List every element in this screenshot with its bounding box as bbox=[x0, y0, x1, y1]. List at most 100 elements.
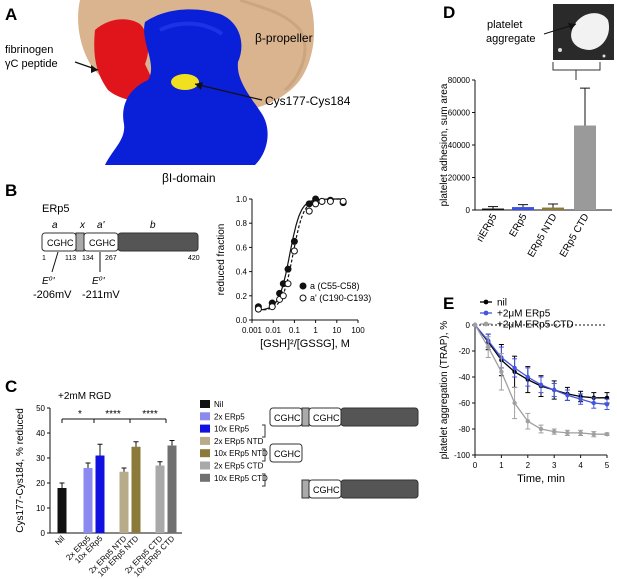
construct-full-cghc1: CGHC bbox=[274, 413, 301, 423]
construct-ctd-b bbox=[340, 479, 419, 499]
inset-bracket bbox=[552, 62, 601, 71]
d-x-tick-label: ERp5 CTD bbox=[558, 212, 592, 259]
b-x-tick-label: 0.01 bbox=[265, 326, 281, 335]
b-fit-a-prime bbox=[258, 198, 346, 311]
c-y-tick-label: 40 bbox=[36, 429, 45, 438]
e-point bbox=[499, 369, 504, 374]
d-x-tick-label: riERp5 bbox=[475, 212, 500, 244]
construct-full-x bbox=[301, 407, 310, 427]
c-legend-swatch bbox=[200, 400, 210, 408]
e-legend-marker bbox=[483, 321, 489, 327]
pos-267: 267 bbox=[105, 255, 117, 262]
d-x-tick-label: ERp5 bbox=[508, 212, 530, 240]
e-x-tick-label: 4 bbox=[578, 461, 583, 470]
e2-value: -211mV bbox=[82, 289, 120, 301]
fibrinogen-label-2: γC peptide bbox=[5, 58, 58, 70]
construct-ctd-x bbox=[301, 479, 310, 499]
inset-label-1: platelet bbox=[487, 19, 522, 31]
c-sig-label: **** bbox=[142, 409, 158, 420]
e-point bbox=[512, 365, 517, 371]
construct-schematics: CGHC CGHC CGHC CGHC bbox=[269, 407, 419, 499]
c-x-tick-label: Nil bbox=[53, 534, 66, 547]
erp5-title: ERp5 bbox=[42, 203, 70, 215]
b-legend-label: a' (C190-C193) bbox=[310, 293, 371, 303]
b-point-a-prime bbox=[312, 200, 320, 208]
b-y-tick-label: 0.4 bbox=[236, 268, 248, 277]
pos-134: 134 bbox=[82, 255, 94, 262]
c-y-axis-label: Cys177-Cys184, % reduced bbox=[15, 408, 26, 533]
b-y-tick-label: 0.0 bbox=[236, 316, 248, 325]
c-legend-swatch bbox=[200, 412, 210, 421]
inset-arrowhead bbox=[568, 23, 576, 30]
e-y-tick-label: -80 bbox=[458, 425, 470, 434]
e-x-tick-label: 5 bbox=[605, 461, 610, 470]
b-legend-marker bbox=[299, 294, 307, 302]
e1-value: -206mV bbox=[33, 289, 72, 301]
c-y-tick-label: 30 bbox=[36, 454, 45, 463]
d-y-axis-label: platelet adhesion, sum area bbox=[439, 83, 450, 206]
c-legend-label: 2x ERp5 NTD bbox=[214, 437, 264, 446]
e-point bbox=[578, 396, 583, 402]
c-legend-swatch bbox=[200, 473, 210, 482]
rgd-condition: +2mM RGD bbox=[58, 391, 111, 402]
c-bar bbox=[83, 468, 93, 533]
b-x-tick-label: 1 bbox=[313, 326, 318, 335]
cys-arrow bbox=[194, 83, 263, 101]
e1-arrow bbox=[51, 251, 59, 273]
b-y-tick-label: 0.6 bbox=[236, 243, 248, 252]
b-point-a-prime bbox=[305, 207, 313, 215]
b-legend-marker bbox=[299, 282, 307, 290]
c-bar bbox=[57, 488, 67, 533]
d-bar bbox=[574, 125, 596, 210]
d-y-tick-label: 60000 bbox=[448, 109, 471, 118]
propeller-label: β-propeller bbox=[255, 31, 313, 45]
c-sig-label: **** bbox=[105, 409, 121, 420]
c-legend-label: 10x ERp5 bbox=[214, 425, 250, 434]
e-point bbox=[512, 400, 517, 406]
b-point-a bbox=[284, 265, 292, 273]
domain-a-prime-label: a' bbox=[97, 220, 106, 231]
protein-structure-image bbox=[70, 0, 315, 166]
e-x-tick-label: 3 bbox=[552, 461, 557, 470]
b-point-a-prime bbox=[326, 197, 334, 205]
c-legend-label: 10x ERp5 NTD bbox=[214, 449, 268, 458]
panel-letter-c: C bbox=[5, 377, 17, 396]
e-legend-marker bbox=[483, 310, 489, 316]
e-point bbox=[565, 393, 570, 398]
b-x-tick-label: 100 bbox=[351, 326, 365, 335]
b-point-a-prime bbox=[279, 292, 287, 300]
d-y-tick-label: 40000 bbox=[448, 141, 471, 150]
e-point bbox=[552, 429, 557, 434]
b-y-tick-label: 0.8 bbox=[236, 219, 248, 228]
d-y-tick-label: 0 bbox=[466, 206, 471, 215]
e1-symbol: E⁰' bbox=[42, 276, 56, 287]
d-bar bbox=[542, 207, 564, 210]
b-x-tick-label: 10 bbox=[332, 326, 341, 335]
c-legend-swatch bbox=[200, 424, 210, 433]
platelet-aggregate-micrograph bbox=[553, 4, 614, 60]
e-y-tick-label: 0 bbox=[466, 321, 471, 330]
fibrinogen-label-1: fibrinogen bbox=[5, 44, 53, 56]
e-point bbox=[565, 430, 570, 436]
b-y-tick-label: 0.2 bbox=[236, 292, 248, 301]
e-point bbox=[604, 432, 610, 437]
e-x-tick-label: 0 bbox=[473, 461, 478, 470]
c-legend-label: Nil bbox=[214, 400, 224, 409]
c-legend-swatch bbox=[200, 461, 210, 470]
b-point-a-prime bbox=[284, 280, 292, 288]
c-legend-bracket bbox=[262, 473, 266, 487]
d-y-tick-label: 80000 bbox=[448, 76, 471, 85]
b-point-a-prime bbox=[254, 305, 262, 313]
b-point-a-prime bbox=[318, 197, 326, 205]
b-x-tick-label: 0.001 bbox=[242, 326, 263, 335]
e-y-tick-label: -60 bbox=[458, 399, 470, 408]
b-point-a-prime bbox=[339, 197, 347, 205]
pos-420: 420 bbox=[188, 255, 200, 262]
c-y-tick-label: 0 bbox=[41, 529, 46, 538]
fibrinogen-peptide-surface bbox=[94, 19, 155, 101]
e-point bbox=[472, 322, 478, 328]
c-sig-label: * bbox=[78, 409, 82, 420]
e-point bbox=[552, 387, 557, 393]
c-bar bbox=[167, 445, 177, 533]
